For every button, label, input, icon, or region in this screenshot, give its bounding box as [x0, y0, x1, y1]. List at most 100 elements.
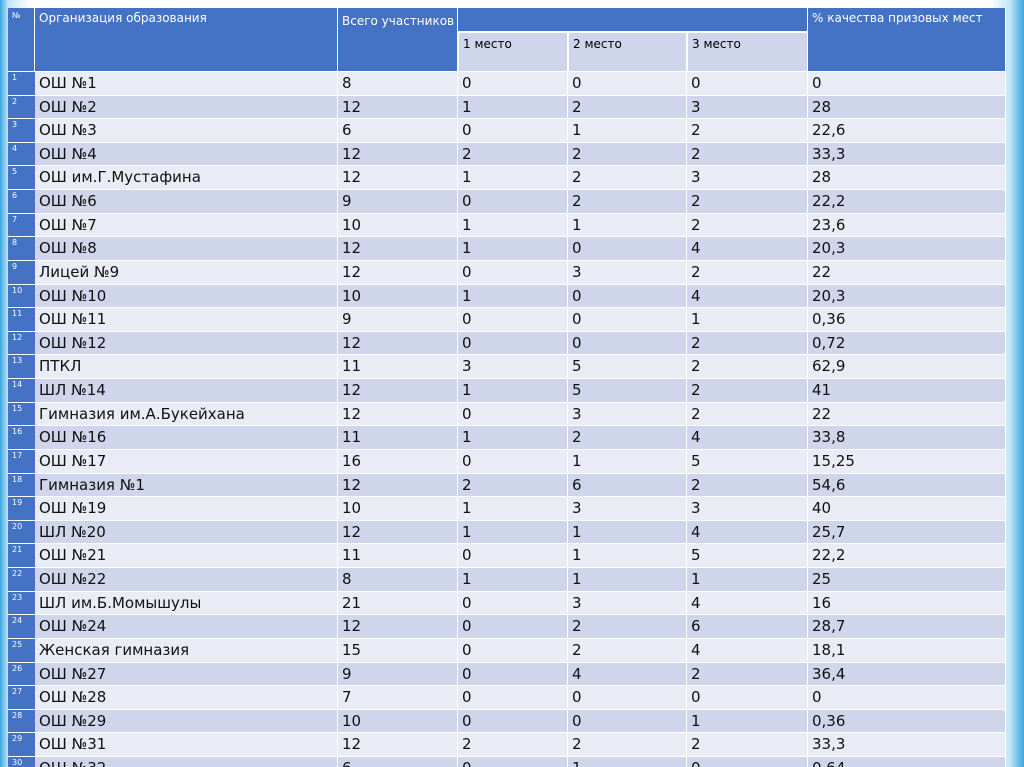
table-cell: ОШ №7	[35, 213, 338, 238]
table-cell: ШЛ №14	[35, 379, 338, 403]
table-cell: 4	[687, 638, 808, 663]
table-cell: ОШ №24	[35, 615, 338, 639]
table-cell: 4	[568, 662, 687, 687]
table-cell: 23,6	[808, 213, 1006, 238]
table-cell: 10	[338, 497, 458, 521]
table-cell: 16	[338, 449, 458, 474]
table-cell: 12	[338, 520, 458, 545]
table-cell: ОШ №8	[35, 237, 338, 261]
table-cell: 3	[687, 95, 808, 120]
table-cell: 16	[808, 591, 1006, 616]
table-cell: 0,36	[808, 709, 1006, 734]
table-cell: ШЛ №20	[35, 520, 338, 545]
table-cell: 0	[458, 591, 568, 616]
table-cell: ОШ №21	[35, 544, 338, 569]
table-cell: 11	[338, 426, 458, 450]
header-places	[458, 8, 808, 32]
table-cell: 11	[338, 544, 458, 569]
table-cell: 2	[687, 355, 808, 380]
table-cell: 0	[458, 72, 568, 96]
table-cell: ПТКЛ	[35, 355, 338, 380]
table-cell: 10	[338, 284, 458, 309]
table-cell: 0	[568, 331, 687, 356]
table-cell: 4	[687, 284, 808, 309]
table-cell: 1	[568, 568, 687, 592]
table-cell: 2	[687, 190, 808, 214]
table-cell: 2	[687, 142, 808, 167]
table-cell: 25	[808, 568, 1006, 592]
header-place: 1 место	[458, 32, 568, 72]
table-cell: 2	[568, 733, 687, 757]
table-cell: 2	[568, 142, 687, 167]
table-cell: 28	[808, 166, 1006, 191]
table-cell: 3	[458, 355, 568, 380]
table-cell: 0	[458, 709, 568, 734]
table-cell: 25,7	[808, 520, 1006, 545]
table-cell: 4	[687, 591, 808, 616]
table-cell: 1	[458, 379, 568, 403]
row-number: 25	[8, 638, 35, 663]
table-cell: 33,8	[808, 426, 1006, 450]
table-cell: 22	[808, 260, 1006, 285]
table-cell: ШЛ им.Б.Момышулы	[35, 591, 338, 616]
table-cell: ОШ №27	[35, 662, 338, 687]
table-cell: Лицей №9	[35, 260, 338, 285]
table-cell: 1	[568, 520, 687, 545]
table-cell: 33,3	[808, 733, 1006, 757]
table-cell: 1	[458, 520, 568, 545]
table-cell: 0	[808, 686, 1006, 710]
row-number: 23	[8, 591, 35, 616]
table-cell: Гимназия №1	[35, 473, 338, 498]
table-cell: 1	[687, 709, 808, 734]
table-cell: 36,4	[808, 662, 1006, 687]
table-cell: ОШ №10	[35, 284, 338, 309]
table-cell: 12	[338, 733, 458, 757]
table-cell: 62,9	[808, 355, 1006, 380]
table-cell: ОШ №4	[35, 142, 338, 167]
table-cell: 9	[338, 662, 458, 687]
table-cell: 8	[338, 568, 458, 592]
table-cell: 2	[687, 733, 808, 757]
table-cell: 1	[458, 237, 568, 261]
table-cell: 3	[687, 166, 808, 191]
table-cell: 3	[568, 402, 687, 427]
table-cell: 2	[458, 473, 568, 498]
row-number: 1	[8, 72, 35, 96]
table-cell: 1	[568, 119, 687, 143]
table-cell: 1	[687, 568, 808, 592]
row-number: 18	[8, 473, 35, 498]
row-number: 22	[8, 568, 35, 592]
table-cell: 6	[338, 757, 458, 767]
table-cell: 28	[808, 95, 1006, 120]
table-cell: 22,2	[808, 544, 1006, 569]
table-cell: ОШ №19	[35, 497, 338, 521]
header-quality: % качества призовых мест	[808, 8, 1006, 72]
table-cell: ОШ №29	[35, 709, 338, 734]
table-cell: 9	[338, 308, 458, 332]
table-cell: 1	[568, 449, 687, 474]
table-cell: 0	[458, 190, 568, 214]
table-cell: 0	[568, 686, 687, 710]
table-cell: 20,3	[808, 284, 1006, 309]
table-cell: 10	[338, 213, 458, 238]
table-cell: 41	[808, 379, 1006, 403]
row-number: 10	[8, 284, 35, 309]
table-cell: 0	[568, 308, 687, 332]
row-number: 13	[8, 355, 35, 380]
table-cell: 2	[687, 260, 808, 285]
table-cell: 4	[687, 426, 808, 450]
table-cell: 12	[338, 237, 458, 261]
table-cell: 4	[687, 520, 808, 545]
table-cell: 1	[458, 497, 568, 521]
table-cell: 22,6	[808, 119, 1006, 143]
table-cell: 2	[687, 662, 808, 687]
table-cell: 0	[568, 72, 687, 96]
table-cell: 0	[687, 686, 808, 710]
table-cell: ОШ им.Г.Мустафина	[35, 166, 338, 191]
table-cell: 2	[568, 190, 687, 214]
table-cell: 1	[568, 213, 687, 238]
row-number: 3	[8, 119, 35, 143]
table-cell: 1	[568, 544, 687, 569]
row-number: 21	[8, 544, 35, 569]
